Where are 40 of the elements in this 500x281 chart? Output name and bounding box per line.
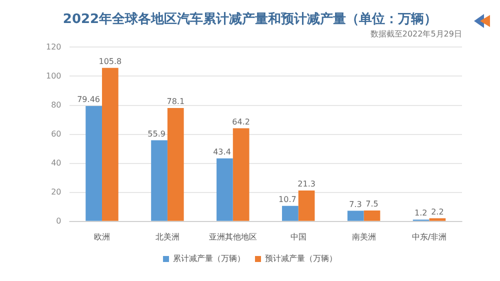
bar (429, 218, 446, 221)
x-tick-label: 亚洲其他地区 (208, 232, 257, 242)
data-label: 10.7 (278, 194, 296, 204)
data-label: 78.1 (166, 97, 185, 106)
data-label: 7.5 (366, 200, 378, 209)
chart-subtitle: 数据截至2022年5月29日 (370, 29, 462, 38)
bar (347, 210, 364, 221)
bar (282, 206, 298, 221)
data-label: 7.3 (349, 200, 362, 209)
bar (167, 108, 184, 221)
bar (216, 158, 233, 221)
chart-title: 2022年全球各地区汽车累计减产量和预计减产量（单位：万辆） (62, 11, 438, 28)
y-tick-label: 100 (46, 71, 62, 80)
y-tick-label: 40 (51, 158, 62, 168)
x-tick-label: 中东/非洲 (412, 232, 447, 242)
data-label: 1.2 (414, 208, 428, 218)
bar (298, 190, 315, 221)
data-label: 43.4 (213, 147, 231, 156)
legend-label: 累计减产量（万辆） (173, 254, 245, 264)
data-label: 79.46 (77, 95, 100, 104)
data-label: 21.3 (298, 180, 316, 189)
bar (102, 68, 118, 221)
legend-label: 预计减产量（万辆） (265, 254, 337, 264)
y-tick-label: 120 (46, 42, 62, 52)
x-tick-label: 北美洲 (155, 232, 180, 242)
x-tick-label: 中国 (290, 232, 306, 242)
data-label: 64.2 (232, 117, 250, 126)
bar (151, 140, 168, 221)
data-label: 105.8 (98, 56, 122, 66)
y-tick-label: 20 (51, 187, 62, 196)
y-tick-label: 0 (56, 216, 62, 226)
x-tick-label: 南美洲 (352, 232, 376, 242)
data-label: 2.2 (431, 207, 444, 216)
y-tick-label: 80 (51, 100, 62, 110)
bar (86, 106, 102, 221)
bar (364, 210, 380, 221)
x-tick-label: 欧洲 (94, 232, 110, 242)
data-label: 55.9 (148, 129, 166, 138)
y-tick-label: 60 (51, 129, 62, 138)
bar (232, 128, 250, 221)
